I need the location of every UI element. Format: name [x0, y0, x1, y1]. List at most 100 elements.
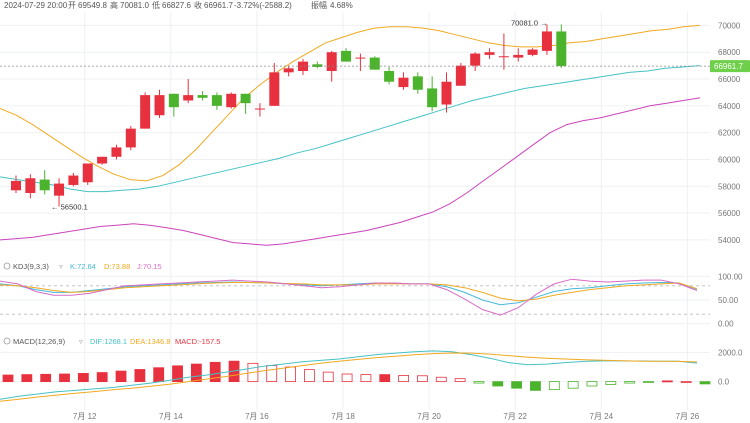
current-price-tag [710, 60, 750, 73]
price-tick-label: 68000 [718, 48, 741, 57]
x-tick-label: 7月 12 [73, 412, 97, 421]
macd-tick-label: 0.0 [718, 378, 730, 387]
header-low-label: 低 [152, 0, 160, 10]
macd-histogram-bar [435, 376, 447, 383]
candle-body [513, 54, 524, 58]
candle-body [97, 156, 108, 164]
candle-body [527, 49, 538, 55]
candle-body [398, 77, 409, 88]
macd-histogram-bar [322, 371, 334, 383]
kdj-legend: KDJ(9,3,3) ▿ K:72.64 D:73.88 J:70.15 [3, 262, 162, 271]
candle-body [556, 31, 567, 67]
macd-settings-icon[interactable] [3, 337, 11, 345]
macd-histogram-bar [643, 381, 654, 384]
price-tick-label: 58000 [718, 182, 741, 191]
candle-body [82, 163, 93, 183]
macd-legend: MACD(12,26,9) ▿ DIF:1268.1 DEA:1346.8 MA… [3, 337, 220, 346]
macd-histogram-bar [680, 381, 692, 384]
x-tick-label: 7月 16 [245, 412, 269, 421]
candle-body [269, 72, 280, 106]
kdj-j-line [0, 278, 698, 316]
macd-histogram-bar [511, 381, 523, 389]
macd-histogram-bar [530, 381, 541, 391]
macd-histogram-bar [661, 380, 673, 383]
ohlc-header: 2024-07-29 20:00 开 69549.8 高 70081.0 低 6… [4, 0, 353, 10]
price-tick-label: 60000 [718, 155, 741, 164]
header-close: 66961.7 [204, 1, 233, 10]
x-tick-label: 7月 14 [159, 412, 183, 421]
candle-body [341, 50, 352, 62]
macd-dea-line [0, 352, 698, 402]
candle-body [254, 108, 265, 110]
price-tick-label: 56000 [718, 209, 741, 218]
header-amp-label: 振幅 [311, 0, 327, 10]
high-annotation: 70081.0 → [511, 18, 548, 27]
macd-histogram-bar [59, 373, 70, 383]
kdj-tick-label: 0.00 [718, 320, 734, 329]
macd-histogram-bar [586, 381, 598, 387]
macd-histogram-bar [40, 373, 52, 383]
macd-histogram-bar [492, 381, 504, 387]
x-tick-label: 7月 18 [331, 412, 355, 421]
candle-body [412, 76, 423, 90]
header-close-label: 收 [194, 0, 202, 10]
macd-histogram-bar [266, 365, 278, 383]
macd-histogram-bar [134, 369, 146, 383]
x-tick-label: 7月 22 [503, 412, 527, 421]
macd-histogram-bar [379, 374, 391, 383]
header-date: 2024-07-29 20:00 [4, 1, 68, 10]
x-tick-label: 7月 26 [676, 412, 700, 421]
candle-body [168, 93, 179, 108]
candle-body [312, 64, 323, 67]
candle-body [111, 147, 122, 157]
header-open-label: 开 [68, 1, 76, 10]
macd-hist-value: MACD:-157.5 [175, 337, 220, 346]
macd-title: MACD(12,26,9) [13, 337, 66, 346]
kdj-settings-icon[interactable] [3, 262, 11, 270]
low-annotation: ← 56500.1 [51, 202, 88, 211]
candle-body [68, 175, 79, 185]
macd-histogram-bar [21, 374, 33, 383]
macd-histogram-bar [567, 381, 579, 389]
macd-histogram-bar [2, 374, 14, 383]
candle-body [125, 128, 136, 148]
candle-body [541, 31, 552, 51]
candle-body [298, 61, 308, 71]
macd-histogram-bar [417, 375, 428, 383]
candle-body [211, 95, 222, 106]
macd-chevron-icon[interactable]: ▿ [79, 337, 83, 346]
candle-body [498, 56, 509, 58]
header-open: 69549.8 [78, 1, 107, 10]
kdj-pane: 100.00 50.00 0.00 [0, 272, 743, 329]
price-tick-label: 70000 [718, 21, 741, 30]
macd-histogram-bar [360, 374, 372, 383]
macd-histogram-bar [605, 381, 617, 385]
header-high: 70081.0 [120, 1, 149, 10]
candle-body [355, 57, 366, 59]
candle-body [54, 183, 65, 196]
header-low: 66827.6 [162, 1, 191, 10]
macd-histogram-bar [190, 363, 202, 383]
macd-dif-value: DIF:1268.1 [90, 337, 127, 346]
ma-teal-line [0, 65, 701, 193]
kdj-title: KDJ(9,3,3) [13, 262, 49, 271]
macd-histogram-bar [115, 370, 127, 383]
kdj-k-value: K:72.64 [70, 262, 96, 271]
candle-body [441, 81, 452, 105]
candle-body [240, 93, 251, 104]
header-change: -3.72%(-2588.2) [234, 1, 292, 10]
kdj-chevron-icon[interactable]: ▿ [59, 262, 63, 271]
x-tick-label: 7月 24 [590, 412, 614, 421]
macd-histogram-bar [77, 373, 89, 383]
x-axis: 7月 12 7月 14 7月 16 7月 18 7月 20 7月 22 7月 24 7月 26… [73, 412, 700, 421]
candle-body [226, 93, 237, 108]
candle-body [484, 52, 495, 55]
candle-body [384, 70, 395, 82]
macd-histogram-bar [285, 366, 296, 383]
candle-body [140, 95, 151, 129]
candle-body [39, 179, 50, 191]
macd-dif-line [0, 350, 698, 400]
kdj-j-value: J:70.15 [137, 262, 162, 271]
kdj-tick-label: 50.00 [718, 296, 739, 305]
